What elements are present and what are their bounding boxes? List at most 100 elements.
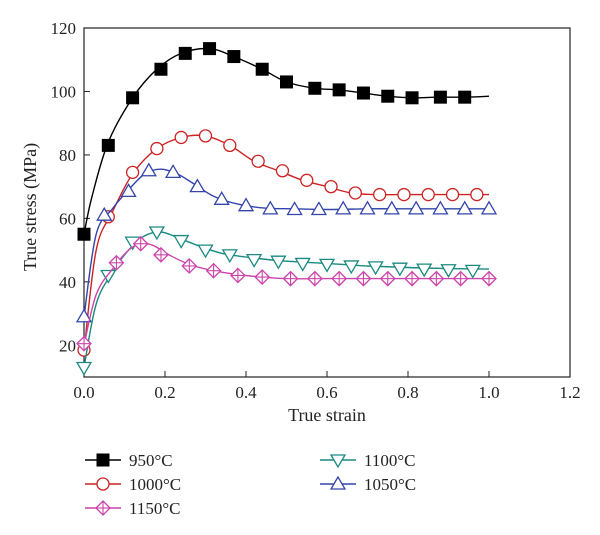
- data-point: [237, 197, 255, 212]
- data-point: [100, 269, 117, 284]
- legend-label: 1000°C: [129, 475, 181, 494]
- data-point: [367, 261, 384, 276]
- data-point: [181, 258, 198, 274]
- data-point: [140, 162, 157, 177]
- data-point: [280, 75, 293, 89]
- data-point: [173, 234, 190, 249]
- y-tick-label: 100: [51, 82, 77, 101]
- series-line: [83, 231, 490, 368]
- data-point: [331, 270, 348, 287]
- data-point: [203, 42, 217, 56]
- data-point: [464, 264, 481, 279]
- data-point: [132, 235, 149, 252]
- plot-frame: [83, 27, 571, 378]
- data-point: [343, 260, 360, 275]
- data-point: [108, 254, 125, 271]
- series-line: [83, 242, 489, 346]
- data-point: [262, 200, 279, 215]
- data-point: [205, 262, 222, 279]
- data-point: [310, 201, 328, 216]
- x-tick-label: 0.6: [316, 383, 337, 402]
- y-tick-label: 80: [59, 146, 76, 165]
- series-layer: [75, 42, 498, 376]
- axes: 0.0 0.2 0.4 0.6 0.8 1.0 1.2 20 40 60 80 100 120: [51, 19, 581, 402]
- legend-marker: [96, 453, 110, 467]
- x-tick-label: 0.8: [397, 383, 418, 402]
- data-point: [197, 244, 214, 259]
- data-point: [359, 200, 376, 215]
- data-point: [397, 187, 411, 202]
- data-point: [324, 179, 338, 194]
- legend-label: 1150°C: [129, 499, 181, 518]
- data-point: [372, 187, 387, 202]
- data-point: [120, 183, 137, 198]
- x-axis-title: True strain: [288, 405, 366, 425]
- legend-label: 1050°C: [364, 475, 416, 494]
- series-3: [75, 226, 490, 376]
- data-point: [154, 62, 168, 76]
- data-point: [77, 227, 91, 241]
- series-4: [76, 235, 497, 352]
- data-point: [96, 206, 113, 221]
- data-point: [255, 62, 269, 76]
- legend-marker: [95, 500, 111, 516]
- data-point: [125, 165, 140, 180]
- data-point: [318, 258, 336, 273]
- y-tick-label: 20: [59, 336, 76, 355]
- data-point: [275, 164, 290, 178]
- data-point: [221, 249, 238, 264]
- data-point: [356, 86, 370, 100]
- data-point: [286, 201, 303, 216]
- y-tick-label: 60: [59, 209, 76, 228]
- data-point: [405, 91, 419, 105]
- legend-marker: [329, 475, 347, 490]
- x-tick-label: 0.4: [235, 383, 257, 402]
- data-point: [245, 253, 263, 268]
- data-point: [282, 270, 299, 287]
- data-point: [198, 129, 213, 143]
- data-point: [75, 308, 93, 323]
- data-point: [458, 90, 472, 104]
- data-point: [456, 200, 473, 215]
- data-point: [432, 200, 449, 215]
- data-point: [470, 187, 484, 202]
- data-point: [229, 267, 246, 284]
- data-point: [383, 200, 400, 215]
- data-point: [178, 46, 192, 60]
- legend: 950°C 1100°C 1000°C 1050°C 1150°C: [85, 451, 416, 518]
- data-point: [355, 270, 372, 287]
- data-point: [148, 226, 166, 241]
- data-point: [251, 154, 265, 168]
- data-point: [227, 50, 241, 64]
- data-point: [270, 255, 287, 270]
- series-2: [75, 162, 498, 323]
- data-point: [416, 263, 433, 278]
- legend-item: 1050°C: [320, 475, 416, 494]
- data-point: [428, 270, 445, 287]
- x-tick-label: 1.2: [559, 383, 580, 402]
- data-point: [174, 130, 188, 145]
- data-point: [126, 91, 140, 105]
- data-point: [332, 83, 346, 97]
- data-point: [294, 257, 311, 272]
- data-point: [391, 262, 409, 277]
- data-point: [348, 186, 363, 200]
- legend-label: 950°C: [129, 451, 173, 470]
- series-line: [83, 168, 489, 317]
- data-point: [433, 90, 447, 104]
- x-tick-label: 0.2: [154, 383, 175, 402]
- legend-item: 1100°C: [320, 451, 416, 470]
- data-point: [254, 269, 271, 285]
- data-point: [381, 89, 395, 103]
- data-point: [153, 246, 169, 263]
- legend-marker: [96, 477, 110, 491]
- data-point: [76, 335, 92, 352]
- data-point: [75, 361, 93, 376]
- data-point: [404, 270, 420, 287]
- data-point: [379, 270, 396, 287]
- data-point: [407, 200, 425, 215]
- data-point: [150, 141, 164, 156]
- data-point: [223, 138, 237, 153]
- legend-item: 950°C: [85, 451, 173, 470]
